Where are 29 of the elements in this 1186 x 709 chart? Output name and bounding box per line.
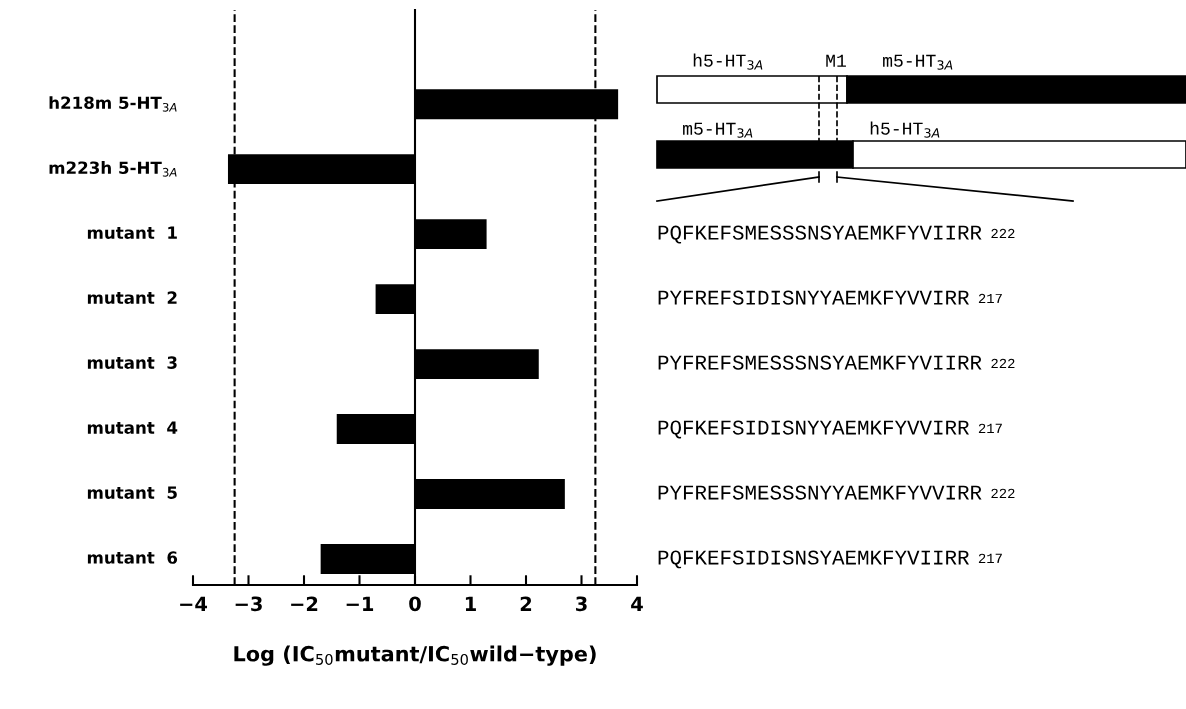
x-tick-label: −3 — [235, 596, 262, 612]
text: m5-HT$_{3A}$ — [883, 54, 953, 70]
text: m5-HT$_{3A}$ — [683, 122, 753, 138]
text: PYFREFSIDISNYYAEMKFYVVIRR 217 — [658, 290, 1002, 305]
x-tick-label: −2 — [291, 596, 318, 611]
y-tick-label: m223h 5-HT$_{3A}$ — [49, 161, 177, 177]
y-tick-label: mutant 5 — [87, 486, 177, 499]
x-tick-label: 2 — [520, 596, 532, 611]
x-tick-label: −4 — [180, 596, 208, 611]
text: PYFREFSMESSSNSYAEMKFYVIIRR 222 — [658, 355, 1015, 370]
y-tick-label: mutant 6 — [87, 551, 178, 564]
x-tick-label: 1 — [465, 596, 476, 611]
x-axis-title: Log (IC$_{50}$mutant/IC$_{50}$wild−type) — [234, 645, 596, 666]
x-tick-label: 4 — [631, 596, 643, 611]
y-tick-label: mutant 4 — [87, 421, 178, 434]
text: PQFKEFSMESSSNSYAEMKFYVIIRR 222 — [658, 225, 1015, 244]
x-tick-label: −1 — [346, 596, 374, 611]
y-tick-label: mutant 3 — [87, 356, 177, 369]
text: PYFREFSMESSSNYYAEMKFYVVIRR 222 — [658, 485, 1015, 500]
x-tick-label: 0 — [409, 596, 421, 612]
text: h5-HT$_{3A}$ — [693, 53, 763, 70]
text: h5-HT$_{3A}$ — [870, 121, 940, 138]
y-tick-label: mutant 1 — [87, 226, 177, 239]
text: M1 — [826, 54, 846, 67]
y-tick-label: h218m 5-HT$_{3A}$ — [49, 96, 177, 112]
x-tick-label: 3 — [576, 596, 587, 612]
text: PQFKEFSIDISNSYAEMKFYVIIRR 217 — [658, 550, 1002, 569]
y-tick-label: mutant 2 — [87, 291, 177, 304]
text: PQFKEFSIDISNYYAEMKFYVVIRR 217 — [658, 420, 1002, 439]
